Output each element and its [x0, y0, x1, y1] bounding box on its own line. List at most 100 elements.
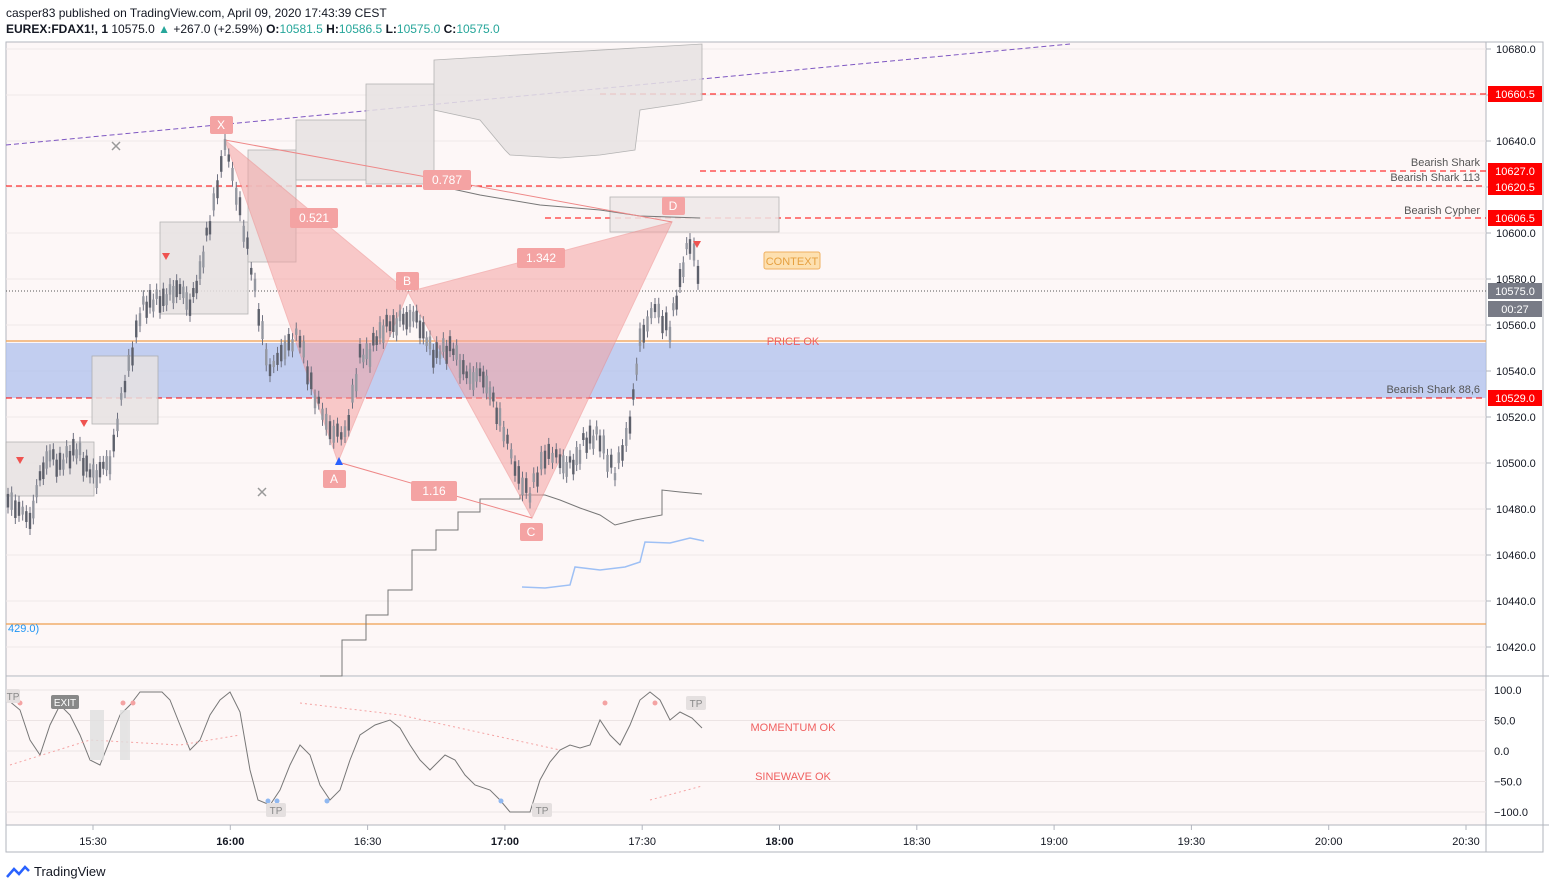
- ratio-label: 1.16: [411, 481, 457, 501]
- publisher-line: casper83 published on TradingView.com, A…: [6, 6, 387, 20]
- low-value: 10575.0: [396, 22, 441, 36]
- price-tick-label: 10480.0: [1496, 504, 1536, 516]
- ratio-text: 1.342: [526, 251, 556, 265]
- ratio-text: 0.787: [432, 173, 462, 187]
- open-label: O:: [266, 22, 280, 36]
- osc-bars: [90, 710, 130, 760]
- price-change: +267.0 (+2.59%): [173, 22, 263, 36]
- candles: [6, 133, 700, 535]
- tradingview-logo[interactable]: TradingView: [6, 864, 106, 879]
- x-markers: [111, 141, 267, 497]
- point-label: D: [669, 199, 678, 213]
- buy-marker: [335, 457, 343, 465]
- time-tick-label: 18:00: [765, 836, 793, 848]
- time-tick-label: 20:30: [1452, 836, 1480, 848]
- point-a-label[interactable]: A: [323, 470, 346, 488]
- brand-text: TradingView: [34, 864, 106, 879]
- osc-tag: TP: [532, 803, 552, 817]
- price-tick-label: 10520.0: [1496, 412, 1536, 424]
- osc-tick-label: 50.0: [1494, 716, 1515, 728]
- point-label: C: [527, 525, 536, 539]
- time-tick-label: 18:30: [903, 836, 931, 848]
- osc-tick-label: −50.0: [1494, 777, 1522, 789]
- context-badge: CONTEXT: [763, 251, 821, 270]
- time-tick-label: 16:30: [354, 836, 382, 848]
- osc-tag-text: TP: [270, 806, 283, 817]
- osc-tag: EXIT: [51, 695, 79, 709]
- price-tick-label: 10640.0: [1496, 136, 1536, 148]
- lower-step-line: [320, 489, 703, 677]
- high-label: H:: [326, 22, 339, 36]
- close-label: C:: [443, 22, 457, 36]
- point-c-label[interactable]: C: [520, 523, 543, 541]
- osc-tags: TP EXIT TP TP TP: [6, 689, 706, 817]
- symbol[interactable]: EUREX:FDAX1!, 1: [6, 22, 109, 36]
- symbol-line: EUREX:FDAX1!, 1 10575.0 ▲ +267.0 (+2.59%…: [6, 22, 500, 36]
- price-tag: 10529.0: [1488, 390, 1542, 406]
- price-tick-label: 10680.0: [1496, 44, 1536, 56]
- close-value: 10575.0: [456, 22, 500, 36]
- osc-tag: TP: [686, 696, 706, 710]
- pattern-labels: X A B C D 0.521 1.342 0.787 1.16: [210, 116, 685, 541]
- oscillator-axis[interactable]: 100.0 50.0 0.0 −50.0 −100.0: [1494, 685, 1528, 819]
- price-tag-text: 10575.0: [1495, 286, 1535, 298]
- sell-markers: [16, 241, 701, 464]
- ratio-text: 0.521: [299, 211, 329, 225]
- price-tags: 10660.5 10627.0 10620.5 10606.5 10575.0 00:27…: [1488, 86, 1542, 406]
- price-tag-text: 10620.5: [1495, 182, 1535, 194]
- ratio-label: 1.342: [517, 248, 565, 268]
- price-tag: 10620.5: [1488, 179, 1542, 195]
- price-tag: 00:27: [1488, 301, 1542, 317]
- osc-tick-label: 0.0: [1494, 746, 1509, 758]
- time-tick-label: 19:30: [1178, 836, 1206, 848]
- level-label: Bearish Cypher: [1404, 205, 1480, 217]
- sell-marker: [162, 253, 170, 260]
- red-levels: [6, 93, 1486, 399]
- x-marker: [111, 141, 121, 151]
- point-x-label[interactable]: X: [210, 116, 233, 134]
- osc-tag-text: TP: [7, 692, 20, 703]
- sell-marker: [16, 457, 24, 464]
- point-b-label[interactable]: B: [396, 272, 419, 290]
- time-tick-label: 17:30: [628, 836, 656, 848]
- ratio-label: 0.787: [423, 170, 471, 190]
- time-tick-label: 20:00: [1315, 836, 1343, 848]
- time-tick-label: 15:30: [79, 836, 107, 848]
- point-label: A: [330, 472, 338, 486]
- price-tag-text: 10660.5: [1495, 89, 1535, 101]
- high-value: 10586.5: [338, 22, 383, 36]
- price-tick-label: 10540.0: [1496, 366, 1536, 378]
- osc-tag: TP: [6, 689, 20, 703]
- price-tag: 10606.5: [1488, 210, 1542, 226]
- time-tick-label: 19:00: [1040, 836, 1068, 848]
- point-label: X: [217, 118, 225, 132]
- osc-tag-text: TP: [690, 699, 703, 710]
- time-tick-label: 16:00: [216, 836, 244, 848]
- ratio-label: 0.521: [290, 208, 338, 228]
- level-label: Bearish Shark 88,6: [1386, 384, 1480, 396]
- osc-tag-text: TP: [536, 806, 549, 817]
- momentum-ok-text: MOMENTUM OK: [751, 722, 837, 734]
- last-price: 10575.0: [111, 22, 155, 36]
- time-axis[interactable]: 15:30 16:00 16:30 17:00 17:30 18:00 18:30 19:00…: [79, 825, 1480, 848]
- open-value: 10581.5: [279, 22, 323, 36]
- price-tag-text: 10606.5: [1495, 213, 1535, 225]
- x-marker: [257, 487, 267, 497]
- price-tick-label: 10440.0: [1496, 596, 1536, 608]
- osc-dotted-1: [9, 734, 241, 766]
- sell-marker: [80, 420, 88, 427]
- point-d-label[interactable]: D: [662, 197, 685, 215]
- purple-trendline[interactable]: [5, 43, 1071, 146]
- osc-dotted-2: [299, 702, 561, 751]
- level-label: Bearish Shark 113: [1390, 172, 1480, 184]
- osc-tag-text: EXIT: [54, 698, 76, 709]
- price-tick-label: 10420.0: [1496, 642, 1536, 654]
- price-ok-text: PRICE OK: [767, 336, 820, 348]
- osc-tick-label: 100.0: [1494, 685, 1522, 697]
- up-arrow-icon: ▲: [158, 22, 170, 36]
- prz-zone: [6, 343, 1486, 398]
- time-tick-label: 17:00: [491, 836, 519, 848]
- price-tick-label: 10460.0: [1496, 550, 1536, 562]
- price-axis[interactable]: 10680.010660.010640.010620.010600.010580…: [1486, 44, 1536, 654]
